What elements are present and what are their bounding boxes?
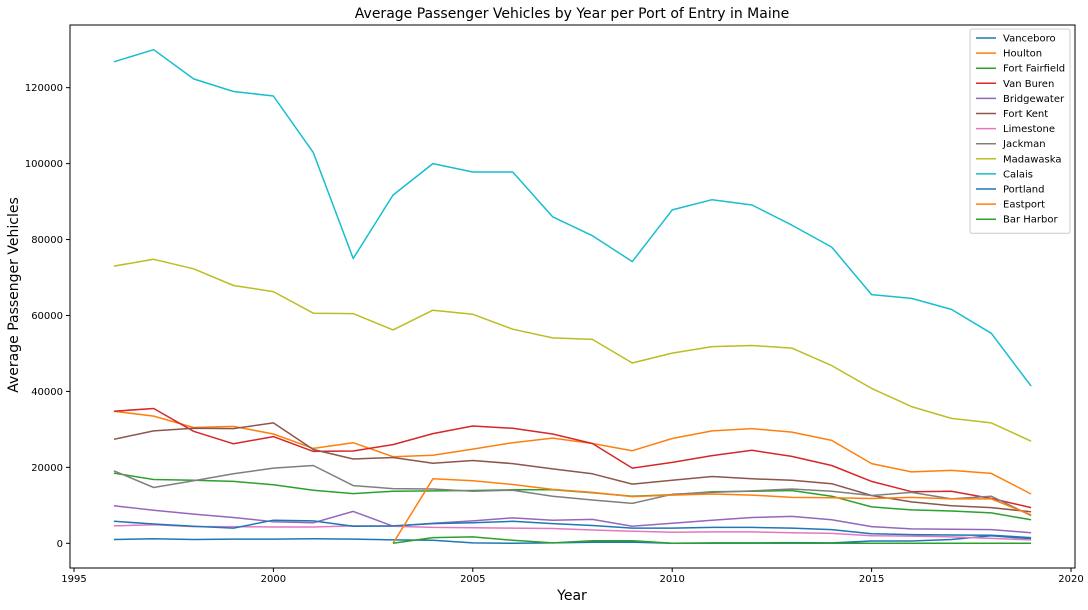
series-line-limestone-6 [113, 523, 1032, 541]
x-tick-label: 2005 [460, 574, 485, 585]
series-line-fort-fairfield-2 [113, 472, 1032, 521]
legend-label-calais: Calais [1003, 169, 1033, 180]
legend: Vanceboro Houlton Fort Fairfield Van Buren B… [969, 28, 1071, 234]
series-line-calais-9 [113, 48, 1032, 387]
legend-box [969, 28, 1071, 234]
series-line-van-buren-3 [113, 407, 1032, 509]
legend-label-fort-fairfield: Fort Fairfield [1003, 64, 1065, 75]
y-tick-label: 20000 [31, 463, 63, 474]
series-line-portland-10 [113, 519, 1032, 539]
axes-layer: 1995 2000 2005 2010 2015 2020 0 20000 40000 60000… [25, 24, 1084, 585]
legend-label-madawaska: Madawaska [1003, 154, 1062, 165]
series-line-madawaska-8 [113, 258, 1032, 442]
series-line-bar-harbor-12 [392, 536, 1032, 545]
legend-label-jackman: Jackman [1002, 139, 1046, 150]
x-tick-label: 2015 [859, 574, 884, 585]
x-tick-label: 1995 [61, 574, 86, 585]
legend-label-vanceboro: Vanceboro [1003, 34, 1056, 45]
y-tick-label: 100000 [25, 159, 63, 170]
legend-label-houlton: Houlton [1003, 49, 1042, 60]
y-tick-label: 40000 [31, 387, 63, 398]
series-line-fort-kent-5 [113, 422, 1032, 513]
legend-label-van-buren: Van Buren [1003, 79, 1054, 90]
x-axis-title: Year [556, 588, 587, 604]
legend-label-fort-kent: Fort Kent [1003, 109, 1048, 120]
legend-label-bridgewater: Bridgewater [1003, 94, 1065, 105]
x-tick-label: 2010 [659, 574, 684, 585]
legend-label-limestone: Limestone [1003, 124, 1055, 135]
series-line-jackman-7 [113, 464, 1032, 517]
y-axis-title: Average Passenger Vehicles [6, 197, 22, 392]
legend-label-bar-harbor: Bar Harbor [1003, 215, 1059, 226]
plot-frame [69, 24, 1076, 569]
series-line-eastport-11 [392, 478, 1032, 544]
legend-label-eastport: Eastport [1003, 200, 1045, 211]
x-tick-label: 2020 [1058, 574, 1083, 585]
series-line-houlton-1 [113, 410, 1032, 495]
y-tick-label: 60000 [31, 311, 63, 322]
legend-label-portland: Portland [1003, 185, 1044, 196]
y-tick-label: 80000 [31, 235, 63, 246]
series-layer [113, 48, 1032, 545]
y-tick-label: 120000 [25, 83, 63, 94]
chart-title: Average Passenger Vehicles by Year per P… [355, 6, 789, 22]
y-tick-label: 0 [57, 539, 63, 550]
x-tick-label: 2000 [261, 574, 286, 585]
